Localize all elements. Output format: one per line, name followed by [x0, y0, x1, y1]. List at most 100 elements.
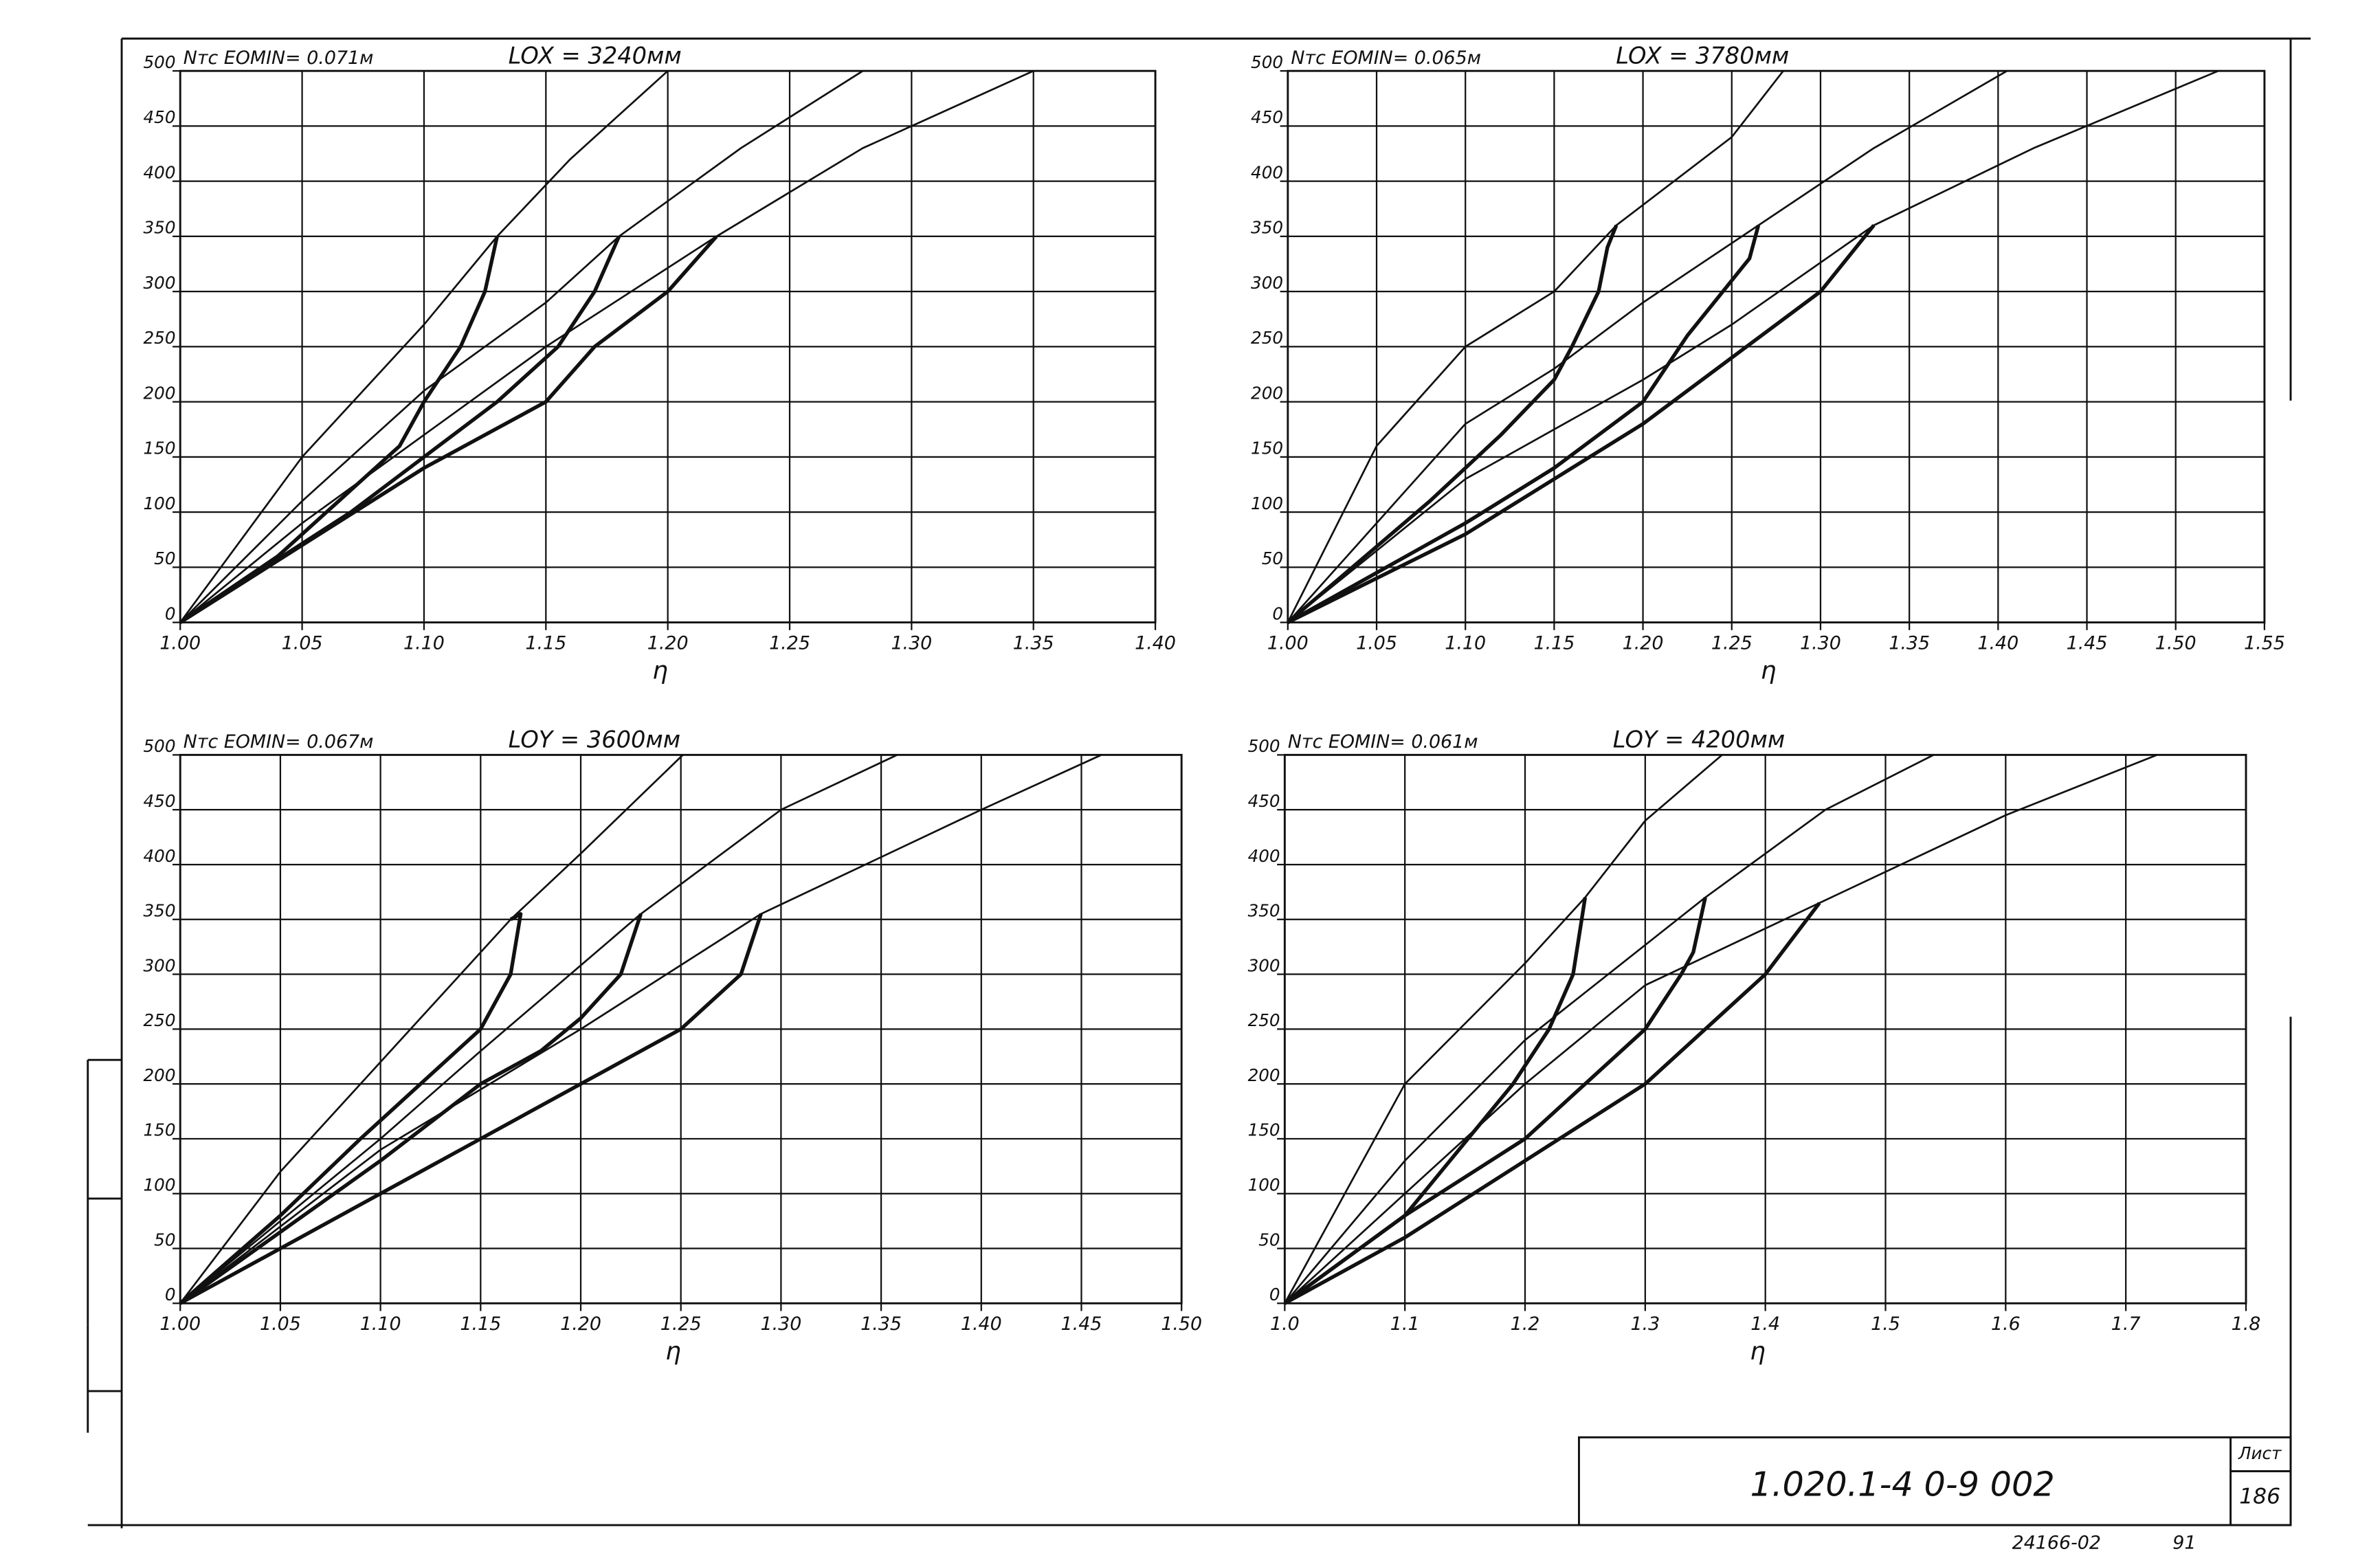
y-tick-label: 200 [1248, 1065, 1280, 1085]
y-tick-label: 250 [1248, 1010, 1280, 1030]
x-tick-label: 1.3 [1630, 1313, 1660, 1335]
data-line [179, 70, 864, 623]
x-tick-label: 1.00 [159, 1313, 201, 1335]
y-tick-label: 350 [1251, 218, 1283, 238]
y-tick-label: 50 [154, 548, 175, 568]
x-tick-label: 1.0 [1270, 1313, 1300, 1335]
data-line [1287, 69, 2219, 623]
x-tick-label: 1.00 [159, 632, 201, 654]
plot-frame [179, 753, 1183, 1304]
chart-title: Nтс EOMIN= 0.065м [1291, 47, 1481, 69]
y-tick-label: 400 [143, 162, 175, 182]
designation: 1.020.1-4 0-9 002 [1750, 1465, 2055, 1504]
x-tick-label: 1.30 [760, 1313, 801, 1335]
y-tick-label: 200 [1251, 383, 1283, 403]
plot-frame [1287, 69, 2266, 624]
y-tick-label: 400 [1248, 846, 1280, 866]
y-tick-label: 450 [143, 107, 175, 127]
x-tick-label: 1.05 [260, 1313, 301, 1335]
x-tick-label: 1.55 [2244, 632, 2285, 654]
x-tick-label: 1.7 [2111, 1313, 2141, 1335]
chart: 1.00 1.05 1.10 1.15 1.20 1.25 1.30 1.35 1.40 1.45… [1251, 43, 2285, 685]
y-tick-label: 500 [143, 52, 175, 72]
x-tick-label: 1.25 [1711, 632, 1753, 654]
data-line [179, 236, 499, 624]
x-tick-label: 1.1 [1390, 1313, 1420, 1335]
y-tick-label: 300 [143, 273, 175, 293]
y-tick-label: 0 [165, 603, 176, 623]
x-tick-label: 1.40 [961, 1313, 1002, 1335]
y-tick-label: 50 [154, 1230, 175, 1249]
y-tick-label: 0 [1272, 603, 1283, 623]
x-tick-label: 1.15 [460, 1313, 501, 1335]
y-tick-label: 400 [1251, 162, 1283, 182]
x-tick-label: 1.40 [1977, 632, 2018, 654]
x-tick-label: 1.20 [560, 1313, 601, 1335]
x-tick-label: 1.35 [1013, 632, 1054, 654]
y-tick-label: 500 [143, 736, 175, 756]
data-line [179, 235, 621, 624]
data-line [179, 69, 1034, 623]
data-line [179, 754, 1102, 1304]
data-line [1284, 754, 2158, 1304]
x-tick-label: 1.2 [1511, 1313, 1540, 1335]
y-tick-label: 350 [1248, 901, 1280, 921]
y-tick-label: 300 [1251, 273, 1283, 293]
footer-code: 24166-02 [2012, 1532, 2101, 1553]
data-line [1283, 897, 1588, 1305]
data-line [1287, 70, 2008, 623]
data-line [1287, 225, 1761, 624]
plot-frame [1283, 753, 2247, 1304]
y-tick-label: 400 [143, 846, 175, 866]
x-tick-label: 1.50 [2155, 632, 2197, 654]
y-tick-label: 350 [143, 218, 175, 238]
title-block [1578, 1436, 2292, 1526]
data-line [1284, 754, 1723, 1304]
y-tick-label: 450 [1251, 107, 1283, 127]
y-tick-label: 500 [1251, 52, 1283, 72]
y-tick-label: 300 [143, 955, 175, 975]
data-line [1287, 224, 1619, 624]
y-tick-label: 300 [1248, 955, 1280, 975]
sheet-number: 186 [2239, 1485, 2280, 1509]
data-line [179, 754, 684, 1304]
x-tick-label: 1.10 [403, 632, 445, 654]
y-tick-label: 0 [165, 1285, 176, 1304]
chart: 1.00 1.05 1.10 1.15 1.20 1.25 1.30 1.35 1.40 1.45… [143, 726, 1202, 1366]
data-line [1284, 754, 1935, 1304]
y-tick-label: 150 [143, 438, 175, 458]
x-tick-label: 1.5 [1871, 1313, 1900, 1335]
x-tick-label: 1.15 [525, 632, 566, 654]
data-line [179, 754, 898, 1304]
chart: 1.0 1.1 1.2 1.3 1.4 1.5 1.6 1.7 1.8 0 50 100 150 200 2… [1248, 726, 2261, 1366]
y-tick-label: 200 [143, 383, 175, 403]
chart-subtitle: LOX = 3240мм [509, 43, 682, 69]
x-tick-label: 1.30 [1800, 632, 1841, 654]
x-axis-label: η [1750, 1337, 1766, 1366]
y-tick-label: 100 [143, 493, 175, 513]
chart-title: Nтс EOMIN= 0.071м [183, 47, 374, 69]
x-axis-label: η [665, 1337, 681, 1366]
x-tick-label: 1.50 [1161, 1313, 1202, 1335]
data-line [1284, 902, 1821, 1305]
x-tick-label: 1.45 [2067, 632, 2108, 654]
x-axis-label: η [1761, 656, 1777, 685]
chart-subtitle: LOY = 4200мм [1613, 726, 1785, 753]
y-tick-label: 250 [143, 328, 175, 348]
x-tick-label: 1.30 [891, 632, 932, 654]
y-tick-label: 350 [143, 901, 175, 921]
x-axis-label: η [652, 656, 668, 685]
data-line [179, 912, 523, 1305]
x-tick-label: 1.35 [1889, 632, 1930, 654]
y-tick-label: 150 [143, 1120, 175, 1140]
sheet-frame [87, 37, 2311, 1529]
x-tick-label: 1.10 [360, 1313, 401, 1335]
x-tick-label: 1.20 [647, 632, 689, 654]
x-tick-label: 1.25 [660, 1313, 702, 1335]
y-tick-label: 50 [1258, 1230, 1280, 1249]
chart-title: Nтс EOMIN= 0.061м [1288, 731, 1478, 753]
x-tick-label: 1.45 [1061, 1313, 1102, 1335]
chart-subtitle: LOX = 3780мм [1616, 43, 1789, 69]
